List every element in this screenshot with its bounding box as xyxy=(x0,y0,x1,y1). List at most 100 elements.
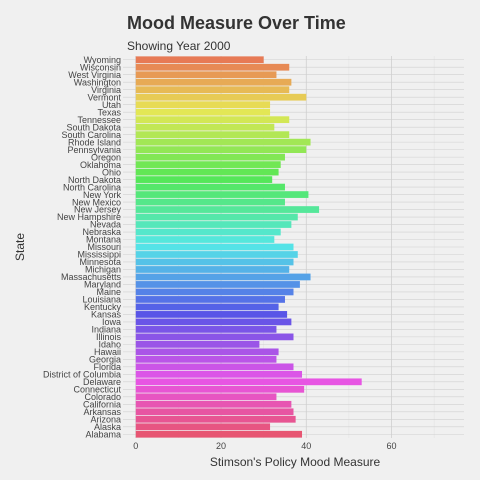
y-tick-label: New York xyxy=(83,190,122,200)
y-tick-label: Ohio xyxy=(102,167,121,177)
bar xyxy=(135,311,288,318)
y-tick-label: Utah xyxy=(102,100,121,110)
y-tick-label: Wisconsin xyxy=(80,62,121,72)
x-tick-label: 40 xyxy=(301,441,311,451)
x-tick-label: 20 xyxy=(216,441,226,451)
y-tick-label: Mississippi xyxy=(77,250,121,260)
y-tick-label: Texas xyxy=(97,107,121,117)
bar xyxy=(135,355,277,363)
y-tick-label: New Mexico xyxy=(72,197,121,207)
y-tick-label: Nebraska xyxy=(82,227,121,237)
bar xyxy=(135,161,281,168)
y-tick-label: Iowa xyxy=(102,317,121,327)
y-tick-label: Pennsylvania xyxy=(67,145,121,155)
y-tick-labels: AlabamaAlaskaArizonaArkansasCaliforniaCo… xyxy=(43,55,122,440)
bar xyxy=(135,56,264,64)
y-tick-label: Colorado xyxy=(84,392,121,402)
y-tick-label: Maine xyxy=(96,287,121,297)
bar xyxy=(135,138,311,146)
y-tick-label: Arizona xyxy=(90,414,121,424)
bar xyxy=(135,183,285,191)
bar xyxy=(135,228,281,236)
bar xyxy=(135,191,309,198)
y-tick-label: Maryland xyxy=(84,280,121,290)
y-axis-title: State xyxy=(13,233,27,261)
y-tick-label: Indiana xyxy=(91,325,121,335)
bar xyxy=(135,251,298,258)
x-tick-labels: 0 20 40 60 xyxy=(133,441,396,451)
bar xyxy=(135,341,260,348)
bar xyxy=(135,408,294,416)
bar xyxy=(135,176,273,183)
bars xyxy=(135,56,362,438)
y-tick-label: Virginia xyxy=(91,85,121,95)
bar xyxy=(135,101,271,109)
y-tick-label: Illinois xyxy=(96,332,122,342)
y-tick-label: Florida xyxy=(93,362,121,372)
bar xyxy=(135,348,279,356)
bar xyxy=(135,71,277,79)
y-tick-label: Wyoming xyxy=(84,55,121,65)
bar xyxy=(135,93,307,101)
y-tick-label: North Dakota xyxy=(68,175,121,185)
y-tick-label: Montana xyxy=(86,235,121,245)
bar xyxy=(135,86,290,94)
bar xyxy=(135,430,303,438)
chart-title: Mood Measure Over Time xyxy=(127,13,346,33)
y-tick-label: Arkansas xyxy=(83,407,121,417)
y-tick-label: Louisiana xyxy=(82,295,121,305)
y-tick-label: Kentucky xyxy=(84,302,122,312)
bar xyxy=(135,213,298,221)
bar xyxy=(135,303,279,311)
bar xyxy=(135,146,307,153)
y-tick-label: Delaware xyxy=(83,377,121,387)
bar xyxy=(135,400,292,408)
bar xyxy=(135,266,290,273)
y-tick-label: Michigan xyxy=(85,265,121,275)
y-tick-label: Idaho xyxy=(98,340,121,350)
bar xyxy=(135,221,292,228)
bar xyxy=(135,131,290,139)
bar xyxy=(135,318,292,326)
bar xyxy=(135,385,305,393)
y-tick-label: West Virginia xyxy=(68,70,121,80)
y-tick-label: Alaska xyxy=(94,422,121,432)
bar xyxy=(135,168,279,176)
bar xyxy=(135,258,294,266)
y-tick-label: Washington xyxy=(74,77,121,87)
y-tick-label: Kansas xyxy=(91,310,122,320)
bar xyxy=(135,296,285,303)
bar xyxy=(135,206,320,213)
bar xyxy=(135,281,300,288)
x-tick-label: 60 xyxy=(387,441,397,451)
y-tick-label: Alabama xyxy=(85,429,121,439)
bar xyxy=(135,236,275,243)
bar xyxy=(135,333,294,341)
y-tick-label: Massachusetts xyxy=(61,272,122,282)
y-tick-label: Vermont xyxy=(87,92,121,102)
x-axis-title: Stimson's Policy Mood Measure xyxy=(210,455,381,469)
bar xyxy=(135,415,296,423)
y-tick-label: North Carolina xyxy=(63,182,121,192)
y-tick-label: Rhode Island xyxy=(68,137,121,147)
y-tick-label: Oklahoma xyxy=(80,160,121,170)
y-tick-label: South Carolina xyxy=(61,130,121,140)
bar xyxy=(135,198,285,206)
bar xyxy=(135,273,311,281)
y-tick-label: Minnesota xyxy=(79,257,121,267)
bar xyxy=(135,288,294,296)
y-tick-label: District of Columbia xyxy=(43,370,121,380)
bar xyxy=(135,63,290,71)
bar xyxy=(135,363,294,371)
bar xyxy=(135,153,285,161)
y-tick-label: Hawaii xyxy=(94,347,121,357)
bar xyxy=(135,243,294,251)
y-tick-label: Oregon xyxy=(91,152,121,162)
bar xyxy=(135,378,362,386)
y-tick-label: Connecticut xyxy=(73,385,121,395)
y-tick-label: Tennessee xyxy=(77,115,121,125)
bar xyxy=(135,116,290,124)
y-tick-label: Missouri xyxy=(87,242,121,252)
bar xyxy=(135,393,277,401)
